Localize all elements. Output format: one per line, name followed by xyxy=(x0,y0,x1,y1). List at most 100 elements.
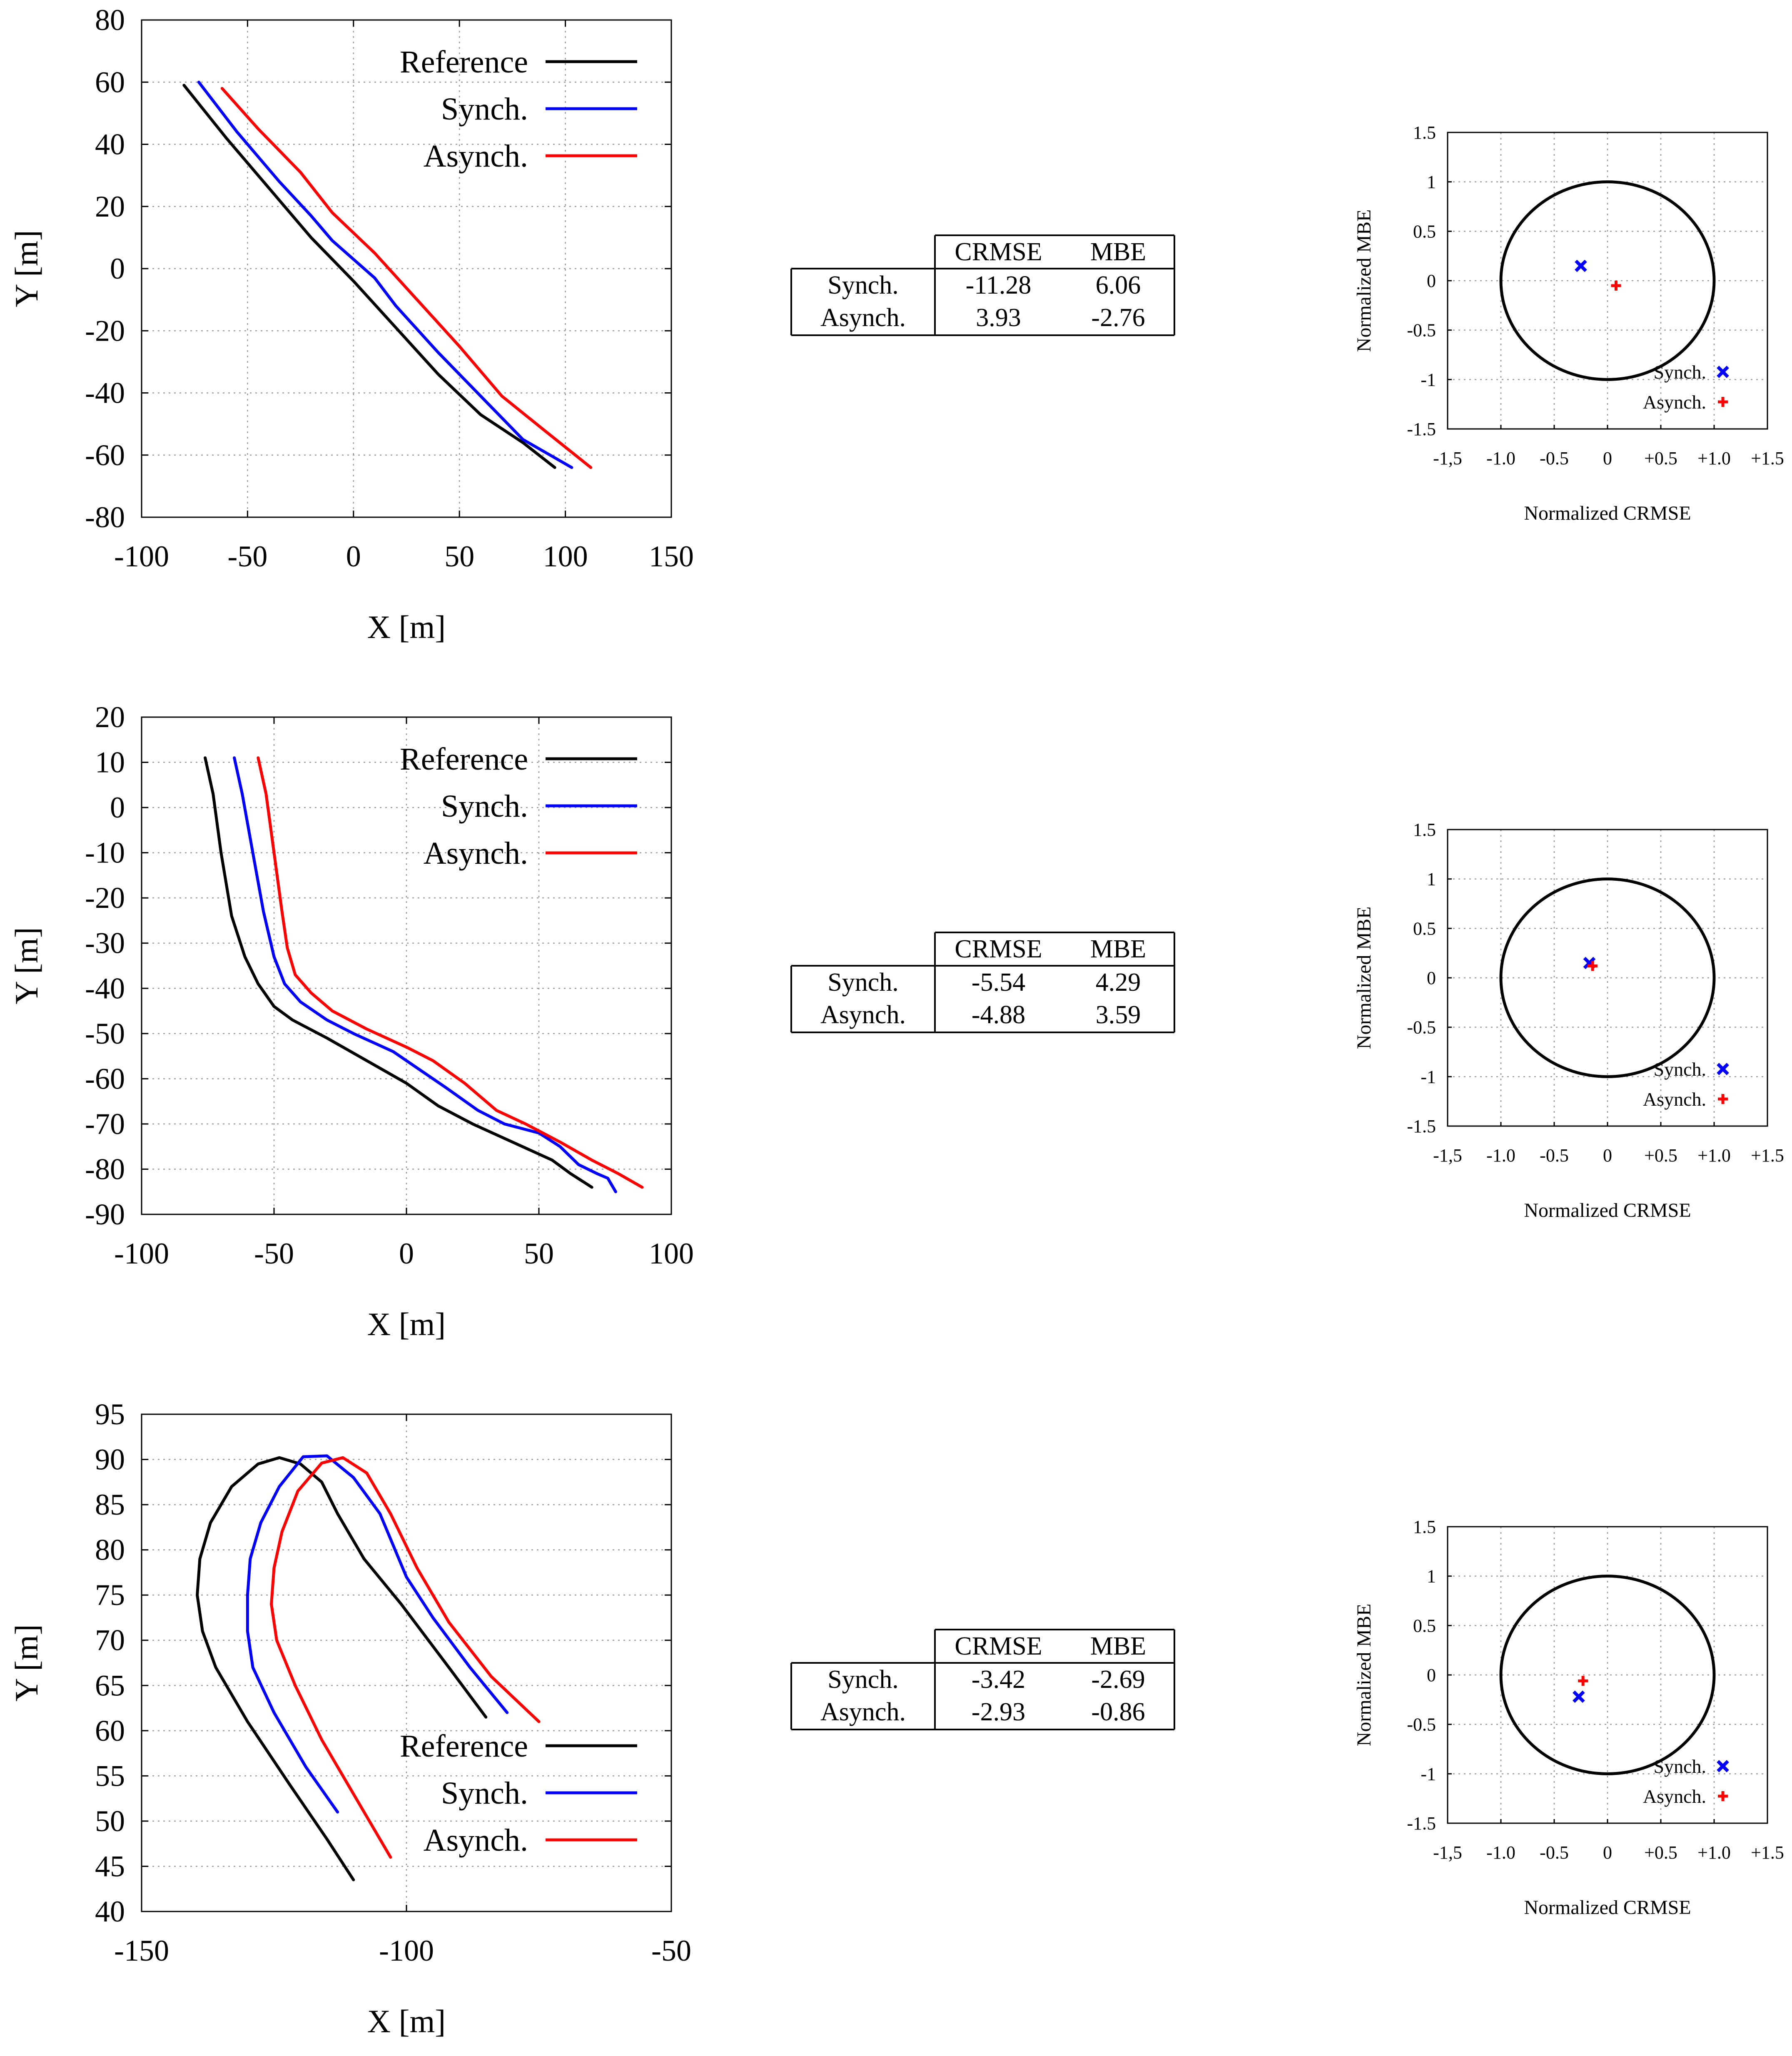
y-tick-label: 10 xyxy=(95,746,125,779)
y-tick-label: -0.5 xyxy=(1407,1715,1436,1735)
x-tick-label: -1.0 xyxy=(1486,448,1515,469)
target-diagram: -1,5 -1.0 -0.5 0 +0.5 +1.0 +1.5 1.5 1 0.5 0 -0.5 -1 -… xyxy=(1353,122,1784,524)
legend-label: Asynch. xyxy=(1643,1786,1706,1807)
series-line-synch xyxy=(233,756,617,1194)
y-tick-label: 0 xyxy=(110,252,125,285)
x-tick-label: 50 xyxy=(524,1237,554,1270)
y-tick-label: 70 xyxy=(95,1624,125,1657)
table-cell-crmse: -3.42 xyxy=(972,1665,1025,1694)
legend-label: Synch. xyxy=(441,789,528,824)
x-tick-label: +1.5 xyxy=(1751,448,1784,469)
x-tick-label: -100 xyxy=(114,540,169,573)
y-axis-label: Normalized MBE xyxy=(1353,1604,1375,1747)
trajectory-chart: -100 -50 0 50 100 150 -80 -60 -40 -20 0 20 40 60 80 X [… xyxy=(8,3,694,645)
stats-table: CRMSE MBE Synch. -5.54 4.29 Asynch. -4.88 3.59 xyxy=(790,932,1175,1033)
y-tick-label: -1.5 xyxy=(1407,419,1436,439)
legend-label: Reference xyxy=(400,742,528,777)
x-axis-label: X [m] xyxy=(367,2003,446,2039)
series-line-reference xyxy=(182,84,556,469)
y-tick-label: 55 xyxy=(95,1759,125,1792)
x-tick-label: -1.0 xyxy=(1486,1842,1515,1863)
y-tick-label: -40 xyxy=(85,972,125,1005)
unit-circle xyxy=(1499,180,1716,381)
y-tick-label: 60 xyxy=(95,65,125,99)
y-tick-label: 0.5 xyxy=(1413,1615,1436,1636)
y-tick-label: 90 xyxy=(95,1443,125,1476)
legend-label: Synch. xyxy=(1654,1756,1707,1777)
series-line-asynch xyxy=(220,87,593,469)
table-row-label: Asynch. xyxy=(820,1001,906,1029)
x-tick-label: 100 xyxy=(543,540,588,573)
series-line-reference xyxy=(204,756,593,1189)
table-header: CRMSE xyxy=(955,1632,1042,1660)
y-axis-label: Normalized MBE xyxy=(1353,907,1375,1049)
y-tick-label: -1 xyxy=(1421,369,1436,390)
legend-label: Synch. xyxy=(1654,1059,1707,1080)
y-tick-label: -90 xyxy=(85,1198,125,1231)
legend-marker xyxy=(1718,1094,1728,1104)
table-row-label: Synch. xyxy=(827,271,899,299)
x-tick-label: -100 xyxy=(114,1237,169,1270)
table-row-label: Synch. xyxy=(827,968,899,997)
x-tick-label: -1.0 xyxy=(1486,1145,1515,1166)
x-tick-label: 0 xyxy=(1603,1145,1612,1166)
table-cell-mbe: 4.29 xyxy=(1096,968,1141,997)
table-cell-crmse: 3.93 xyxy=(976,304,1021,332)
legend: Synch. Asynch. xyxy=(1643,1756,1729,1807)
y-tick-label: -60 xyxy=(85,439,125,472)
data-point-asynch xyxy=(1578,1676,1588,1686)
x-tick-label: +0.5 xyxy=(1644,448,1677,469)
y-tick-label: 40 xyxy=(95,1895,125,1928)
y-tick-label: 0 xyxy=(1427,968,1436,988)
x-tick-label: 100 xyxy=(649,1237,694,1270)
y-tick-label: 0 xyxy=(1427,271,1436,291)
y-tick-label: -30 xyxy=(85,927,125,960)
plot-frame xyxy=(1447,132,1768,430)
table-cell-crmse: -2.93 xyxy=(972,1698,1025,1726)
x-axis-label: Normalized CRMSE xyxy=(1524,1199,1691,1221)
x-tick-label: +0.5 xyxy=(1644,1145,1677,1166)
y-tick-label: 80 xyxy=(95,3,125,37)
y-tick-label: 0.5 xyxy=(1413,918,1436,939)
table-header: MBE xyxy=(1090,935,1146,963)
table-cell-mbe: 3.59 xyxy=(1096,1001,1141,1029)
x-tick-label: +1.0 xyxy=(1697,1842,1731,1863)
x-tick-label: +1.0 xyxy=(1697,1145,1731,1166)
x-tick-label: -50 xyxy=(227,540,267,573)
y-tick-label: -1.5 xyxy=(1407,1116,1436,1136)
y-tick-label: -1 xyxy=(1421,1764,1436,1784)
legend-label: Asynch. xyxy=(1643,1089,1706,1110)
x-tick-label: +0.5 xyxy=(1644,1842,1677,1863)
table-row-label: Asynch. xyxy=(820,304,906,332)
y-tick-label: 40 xyxy=(95,128,125,161)
legend-marker xyxy=(1717,366,1729,378)
series-line-synch xyxy=(197,80,573,469)
y-tick-label: 80 xyxy=(95,1533,125,1567)
legend-marker xyxy=(1718,397,1728,407)
plot-frame xyxy=(1447,1526,1768,1824)
series-line-synch xyxy=(246,1454,509,1814)
unit-circle xyxy=(1499,1575,1716,1775)
series-line-reference xyxy=(196,1456,488,1882)
legend-marker xyxy=(1717,1063,1729,1075)
table-header: CRMSE xyxy=(955,238,1042,266)
x-tick-label: -1,5 xyxy=(1433,1145,1462,1166)
y-tick-label: -70 xyxy=(85,1107,125,1141)
x-tick-label: 0 xyxy=(346,540,361,573)
x-tick-label: 0 xyxy=(1603,448,1612,469)
y-tick-label: 1 xyxy=(1427,172,1436,192)
x-tick-label: -100 xyxy=(379,1934,434,1967)
x-tick-label: -0.5 xyxy=(1540,448,1569,469)
y-tick-label: 0.5 xyxy=(1413,221,1436,242)
legend: Synch. Asynch. xyxy=(1643,361,1729,413)
trajectory-chart: -100 -50 0 50 100-90-80-70-60-50-40-30-20-10… xyxy=(8,700,694,1342)
table-cell-crmse: -11.28 xyxy=(966,271,1032,299)
legend-label: Reference xyxy=(400,45,528,80)
legend-label: Asynch. xyxy=(424,1823,528,1858)
table-cell-mbe: -2.69 xyxy=(1091,1665,1145,1694)
legend-label: Reference xyxy=(400,1729,528,1764)
legend-label: Asynch. xyxy=(424,836,528,871)
y-tick-label: 1 xyxy=(1427,869,1436,890)
table-header: CRMSE xyxy=(955,935,1042,963)
